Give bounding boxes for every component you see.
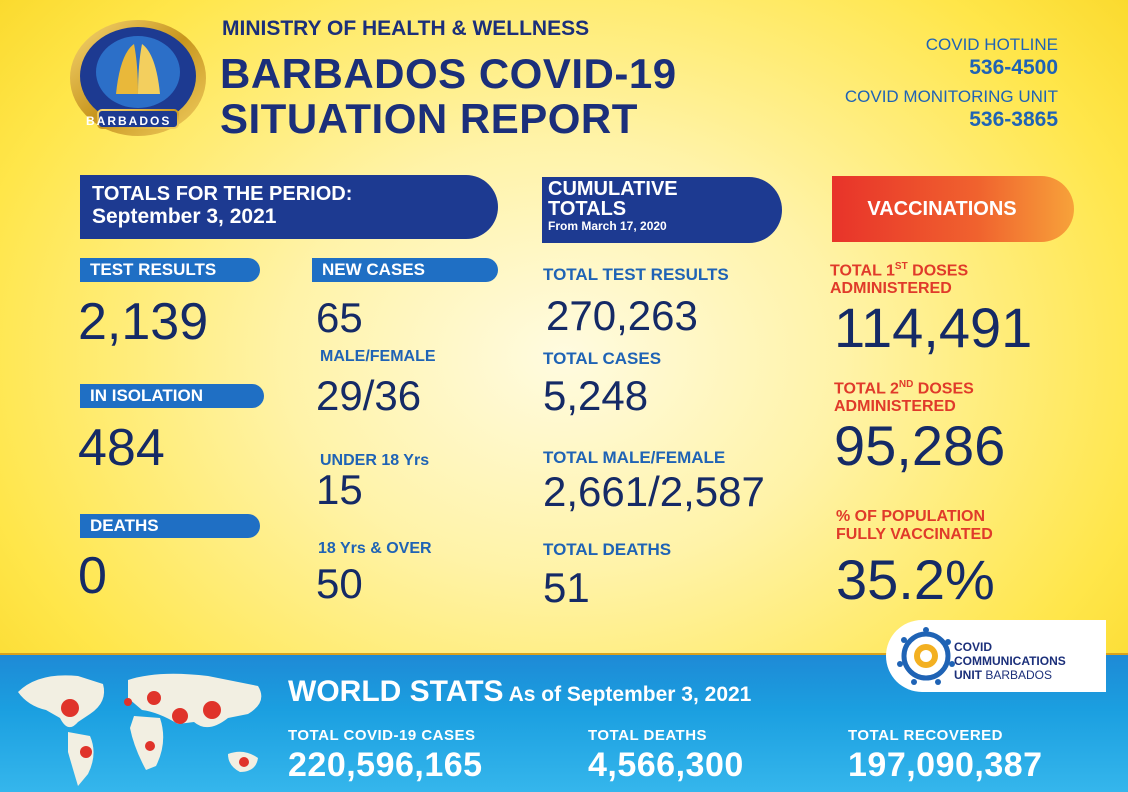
total-tests-label: TOTAL TEST RESULTS (543, 265, 729, 284)
first-doses-label: TOTAL 1ST DOSES ADMINISTERED (830, 261, 969, 298)
world-stats-date: As of September 3, 2021 (503, 683, 752, 706)
report-title-line2: SITUATION REPORT (220, 95, 638, 142)
isolation-value: 484 (78, 419, 165, 477)
under18-label: UNDER 18 Yrs (320, 452, 430, 469)
test-results-label: TEST RESULTS (80, 258, 260, 282)
logo-country-text: BARBADOS (86, 114, 172, 128)
total-deaths-label: TOTAL DEATHS (543, 540, 672, 559)
total-tests-value: 270,263 (546, 292, 698, 339)
cumulative-label-line1: CUMULATIVE (548, 178, 678, 200)
hotline-label: COVID HOTLINE (925, 35, 1058, 54)
isolation-label: IN ISOLATION (80, 384, 264, 408)
virus-ring-icon (897, 627, 955, 685)
ministry-logo (70, 20, 206, 136)
total-cases-value: 5,248 (543, 372, 649, 419)
world-recovered-label: TOTAL RECOVERED (848, 727, 1004, 744)
hotline-number: 536-4500 (969, 56, 1058, 79)
world-stats-title: WORLD STATS As of September 3, 2021 (288, 675, 751, 709)
over18-label: 18 Yrs & OVER (318, 540, 432, 557)
test-results-value: 2,139 (78, 293, 209, 351)
second-doses-value: 95,286 (834, 414, 1006, 477)
world-cases-label: TOTAL COVID-19 CASES (288, 727, 476, 744)
world-deaths-label: TOTAL DEATHS (588, 727, 708, 744)
total-cases-label: TOTAL CASES (543, 349, 662, 368)
total-mf-value: 2,661/2,587 (543, 468, 765, 515)
world-map-virus-icon (18, 673, 262, 786)
ministry-name: MINISTRY OF HEALTH & WELLNESS (222, 17, 590, 40)
cumulative-banner: CUMULATIVE TOTALS From March 17, 2020 (542, 177, 782, 243)
period-date: September 3, 2021 (92, 205, 277, 228)
pct-vaccinated-value: 35.2% (836, 548, 995, 611)
cumulative-from: From March 17, 2020 (548, 219, 667, 233)
total-mf-label: TOTAL MALE/FEMALE (543, 448, 726, 467)
monitoring-label: COVID MONITORING UNIT (844, 87, 1058, 106)
over18-value: 50 (316, 560, 363, 607)
world-stats-heading: WORLD STATS (288, 675, 504, 708)
report-title-line1: BARBADOS COVID-19 (220, 50, 677, 97)
monitoring-number: 536-3865 (969, 108, 1058, 131)
male-female-value: 29/36 (316, 372, 422, 419)
first-doses-value: 114,491 (834, 296, 1033, 359)
deaths-value: 0 (78, 547, 107, 605)
period-label: TOTALS FOR THE PERIOD: (92, 183, 353, 205)
second-doses-label: TOTAL 2ND DOSES ADMINISTERED (834, 379, 974, 416)
world-deaths-value: 4,566,300 (588, 746, 744, 784)
under18-value: 15 (316, 466, 363, 513)
vaccinations-banner: VACCINATIONS (832, 176, 1074, 242)
period-banner: TOTALS FOR THE PERIOD: September 3, 2021 (80, 175, 498, 239)
world-cases-value: 220,596,165 (288, 746, 483, 784)
cumulative-label-line2: TOTALS (548, 198, 627, 220)
pct-vaccinated-label: % OF POPULATION FULLY VACCINATED (836, 508, 993, 543)
deaths-label: DEATHS (80, 514, 260, 538)
world-recovered-value: 197,090,387 (848, 746, 1043, 784)
new-cases-label: NEW CASES (312, 258, 498, 282)
new-cases-value: 65 (316, 294, 363, 341)
total-deaths-value: 51 (543, 564, 590, 611)
comms-unit-name: COVID COMMUNICATIONS UNIT BARBADOS (954, 640, 1066, 682)
male-female-label: MALE/FEMALE (320, 348, 436, 365)
